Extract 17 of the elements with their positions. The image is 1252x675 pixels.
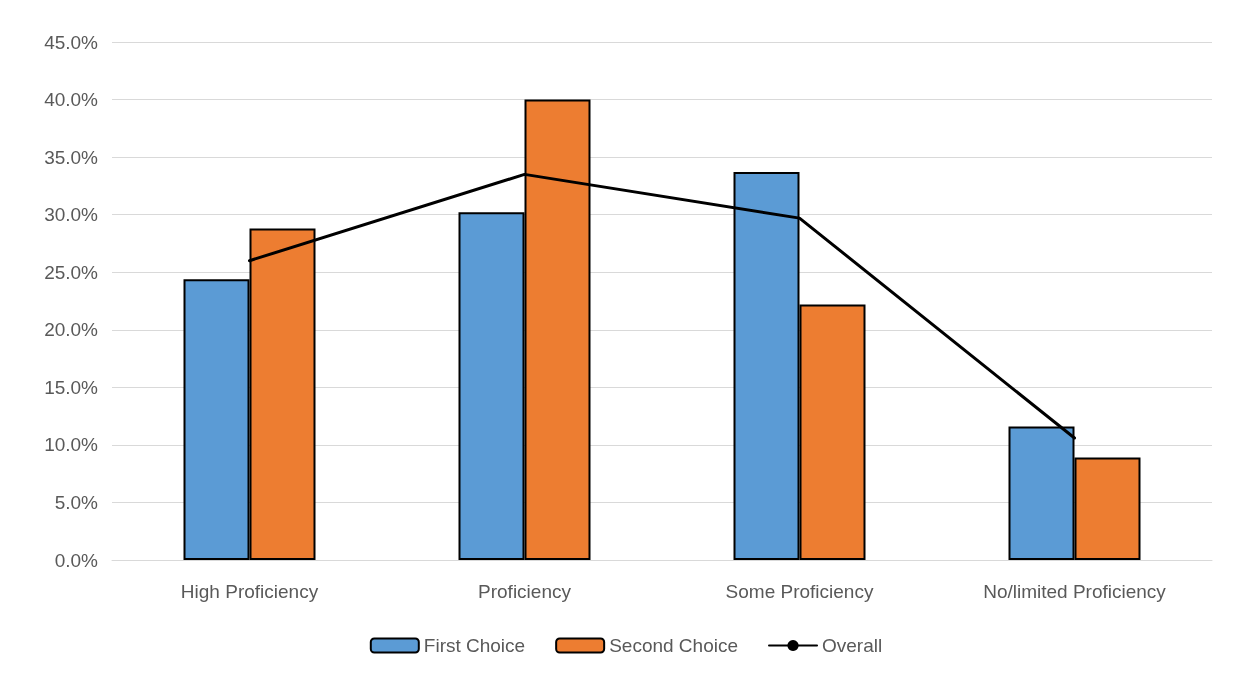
x-tick-label: Some Proficiency [725,581,874,602]
y-tick-label: 25.0% [44,261,99,283]
x-tick-label: No/limited Proficiency [983,581,1167,602]
x-tick-label: Proficiency [478,581,572,602]
y-tick-label: 0.0% [54,549,99,571]
legend-label: Second Choice [609,635,739,656]
y-tick-label: 10.0% [44,434,99,456]
y-tick-label: 45.0% [44,31,99,53]
y-tick-label: 20.0% [44,319,99,341]
legend-label: Overall [822,635,883,656]
y-tick-label: 15.0% [44,376,99,398]
y-tick-label: 40.0% [44,89,99,111]
y-tick-label: 5.0% [54,491,99,513]
legend-label: First Choice [423,635,526,656]
x-tick-label: High Proficiency [180,581,319,602]
y-tick-label: 35.0% [44,146,99,168]
y-tick-label: 30.0% [44,204,99,226]
